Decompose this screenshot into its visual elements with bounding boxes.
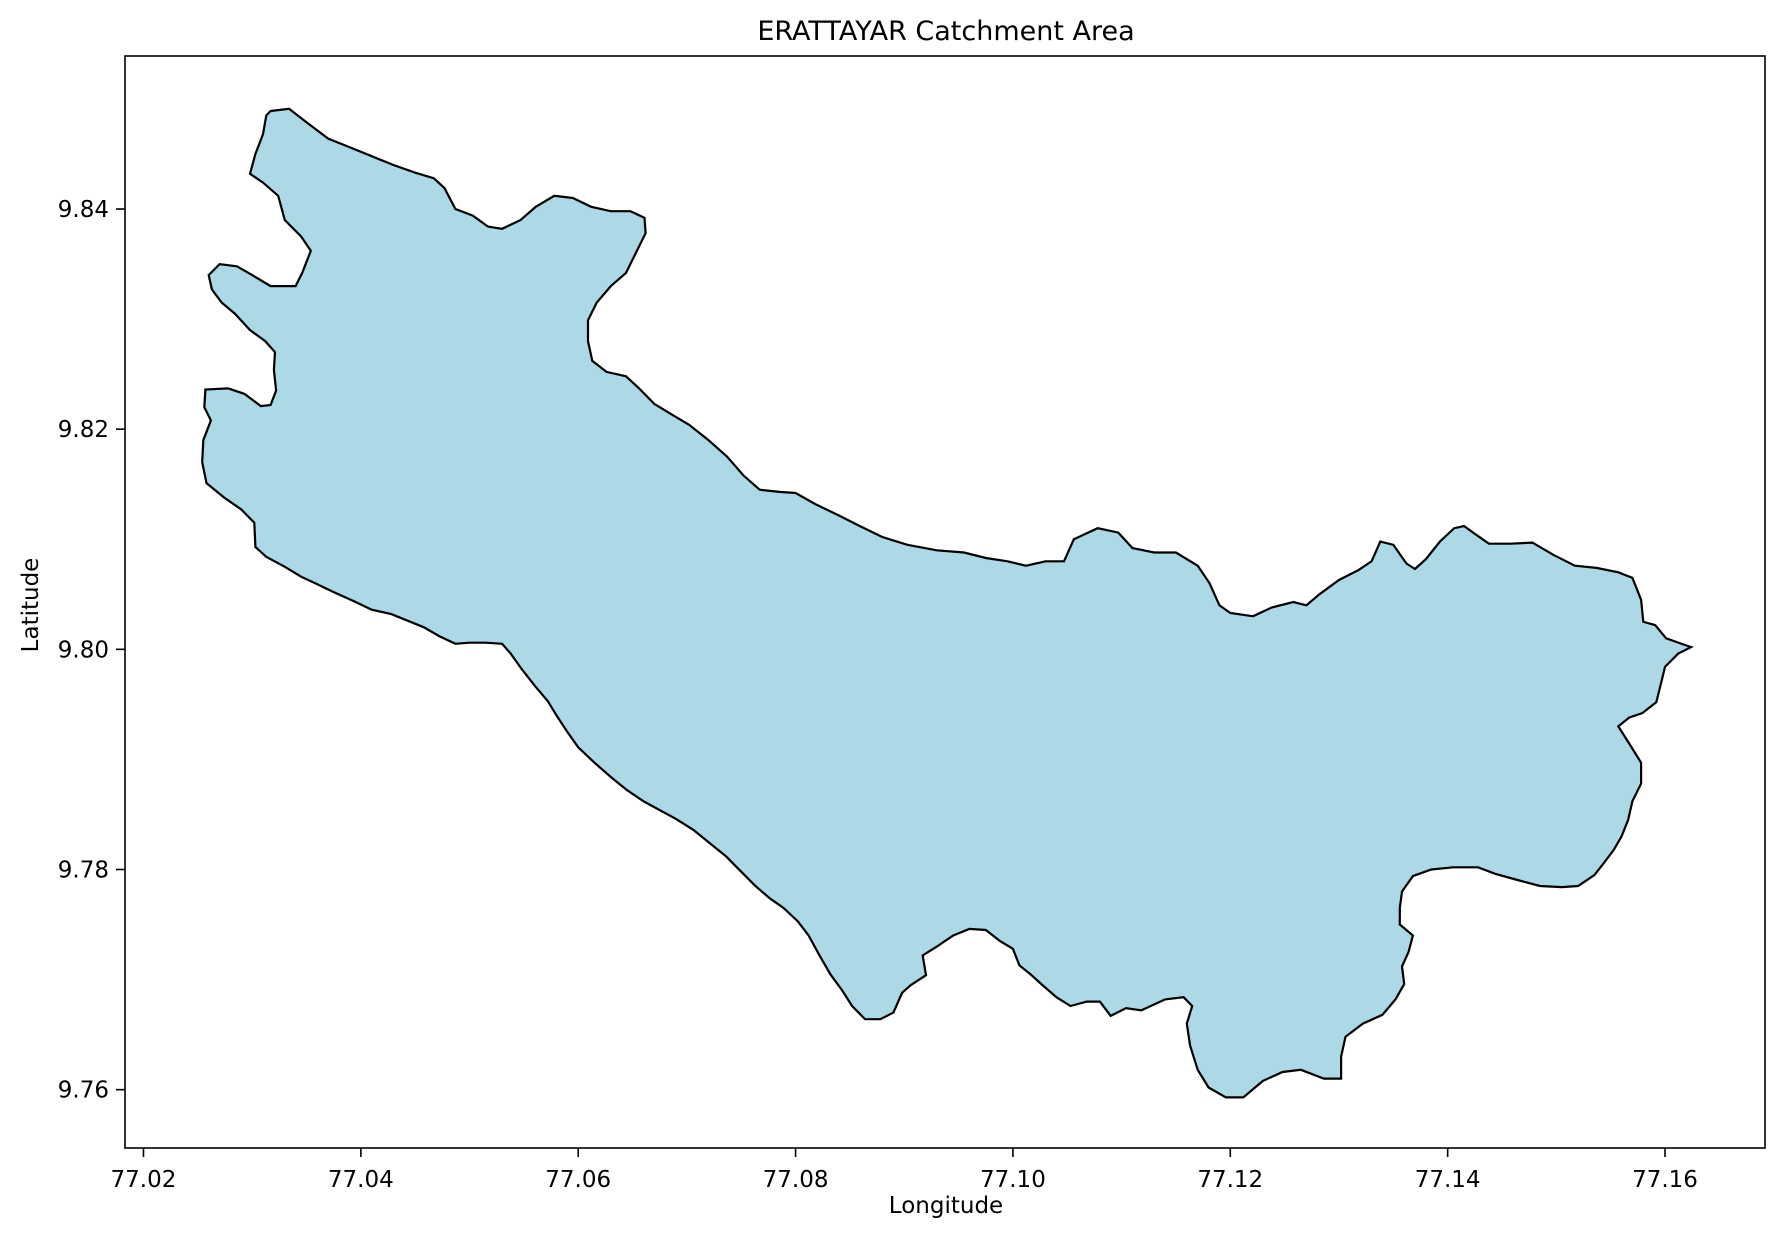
y-tick-label: 9.84 (58, 197, 109, 223)
axes-frame (124, 55, 1766, 1149)
y-tick-label: 9.78 (58, 857, 109, 883)
x-tick-label: 77.08 (763, 1167, 829, 1193)
x-axis-ticks: 77.02 77.04 77.06 77.08 77.10 77.12 77.14 77.16 (111, 1148, 1698, 1193)
chart-title: ERATTAYAR Catchment Area (757, 16, 1134, 47)
y-axis-label: Latitude (18, 558, 44, 653)
x-tick-label: 77.16 (1632, 1167, 1698, 1193)
y-tick-label: 9.80 (58, 637, 109, 663)
x-tick-label: 77.14 (1415, 1167, 1481, 1193)
x-tick-label: 77.10 (980, 1167, 1046, 1193)
y-tick-label: 9.82 (58, 417, 109, 443)
x-tick-label: 77.12 (1197, 1167, 1263, 1193)
x-tick-label: 77.04 (328, 1167, 394, 1193)
x-tick-label: 77.06 (545, 1167, 611, 1193)
y-axis-ticks: 9.76 9.78 9.80 9.82 9.84 (58, 197, 125, 1104)
x-axis-label: Longitude (889, 1193, 1003, 1219)
y-tick-label: 9.76 (58, 1078, 109, 1104)
plot-area (201, 107, 1694, 1099)
x-tick-label: 77.02 (111, 1167, 177, 1193)
catchment-boundary-polygon (201, 107, 1694, 1099)
